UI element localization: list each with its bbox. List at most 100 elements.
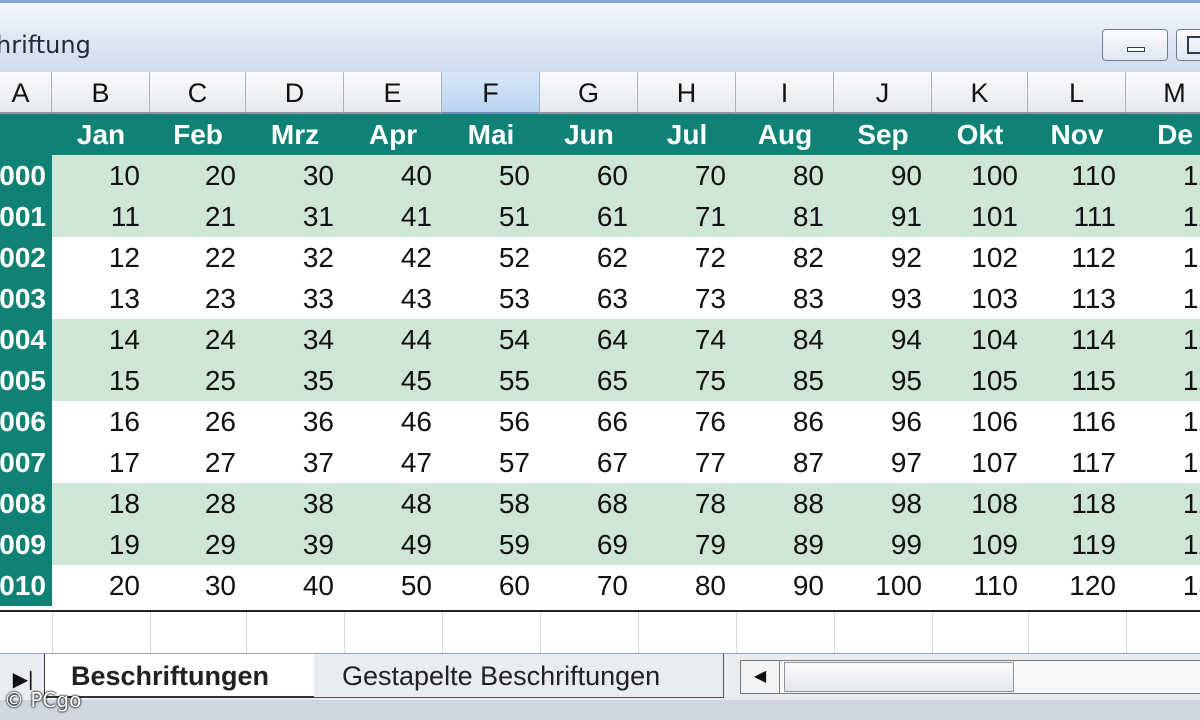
column-header-b[interactable]: B <box>52 72 150 114</box>
data-cell[interactable]: 19 <box>52 524 150 565</box>
data-cell[interactable]: 103 <box>932 278 1028 319</box>
data-cell[interactable]: 12 <box>1126 155 1200 196</box>
data-cell[interactable]: 23 <box>150 278 246 319</box>
data-cell[interactable]: 37 <box>246 442 344 483</box>
data-cell[interactable]: 16 <box>52 401 150 442</box>
data-cell[interactable]: 30 <box>150 565 246 606</box>
data-cell[interactable]: 24 <box>150 319 246 360</box>
data-cell[interactable]: 74 <box>638 319 736 360</box>
data-cell[interactable]: 13 <box>52 278 150 319</box>
data-cell[interactable]: 50 <box>344 565 442 606</box>
data-cell[interactable]: 80 <box>736 155 834 196</box>
data-cell[interactable]: 55 <box>442 360 540 401</box>
column-header-c[interactable]: C <box>150 72 246 114</box>
data-cell[interactable]: 113 <box>1028 278 1126 319</box>
empty-row[interactable] <box>0 612 1200 653</box>
data-cell[interactable]: 95 <box>834 360 932 401</box>
data-cell[interactable]: 13 <box>1126 565 1200 606</box>
data-cell[interactable]: 108 <box>932 483 1028 524</box>
column-header-a[interactable]: A <box>0 72 52 114</box>
month-header-cell[interactable]: Feb <box>150 114 246 155</box>
row-label-cell[interactable]: 010 <box>0 565 52 606</box>
row-label-cell[interactable]: 008 <box>0 483 52 524</box>
month-header-cell[interactable]: De <box>1126 114 1200 155</box>
data-cell[interactable]: 20 <box>150 155 246 196</box>
data-cell[interactable]: 29 <box>150 524 246 565</box>
data-cell[interactable]: 21 <box>150 196 246 237</box>
data-cell[interactable]: 90 <box>736 565 834 606</box>
column-header-d[interactable]: D <box>246 72 344 114</box>
data-cell[interactable]: 12 <box>1126 278 1200 319</box>
data-cell[interactable]: 100 <box>834 565 932 606</box>
scroll-left-arrow-icon[interactable]: ◀ <box>740 660 780 694</box>
data-cell[interactable]: 70 <box>540 565 638 606</box>
data-cell[interactable]: 115 <box>1028 360 1126 401</box>
data-cell[interactable]: 25 <box>150 360 246 401</box>
data-cell[interactable]: 84 <box>736 319 834 360</box>
data-cell[interactable]: 94 <box>834 319 932 360</box>
corner-cell[interactable] <box>0 114 52 155</box>
data-cell[interactable]: 109 <box>932 524 1028 565</box>
data-cell[interactable]: 33 <box>246 278 344 319</box>
data-cell[interactable]: 12 <box>1126 319 1200 360</box>
data-cell[interactable]: 34 <box>246 319 344 360</box>
column-header-l[interactable]: L <box>1028 72 1126 114</box>
data-cell[interactable]: 47 <box>344 442 442 483</box>
month-header-cell[interactable]: Nov <box>1028 114 1126 155</box>
month-header-cell[interactable]: Apr <box>344 114 442 155</box>
data-cell[interactable]: 54 <box>442 319 540 360</box>
data-cell[interactable]: 51 <box>442 196 540 237</box>
minimize-button[interactable] <box>1102 29 1168 61</box>
data-cell[interactable]: 46 <box>344 401 442 442</box>
month-header-cell[interactable]: Mai <box>442 114 540 155</box>
data-cell[interactable]: 48 <box>344 483 442 524</box>
data-cell[interactable]: 50 <box>442 155 540 196</box>
data-cell[interactable]: 111 <box>1028 196 1126 237</box>
data-cell[interactable]: 112 <box>1028 237 1126 278</box>
data-cell[interactable]: 89 <box>736 524 834 565</box>
data-cell[interactable]: 104 <box>932 319 1028 360</box>
data-cell[interactable]: 35 <box>246 360 344 401</box>
column-header-e[interactable]: E <box>344 72 442 114</box>
data-cell[interactable]: 120 <box>1028 565 1126 606</box>
data-cell[interactable]: 70 <box>638 155 736 196</box>
data-cell[interactable]: 26 <box>150 401 246 442</box>
data-cell[interactable]: 12 <box>1126 442 1200 483</box>
data-cell[interactable]: 39 <box>246 524 344 565</box>
data-cell[interactable]: 102 <box>932 237 1028 278</box>
data-cell[interactable]: 114 <box>1028 319 1126 360</box>
data-cell[interactable]: 14 <box>52 319 150 360</box>
data-cell[interactable]: 27 <box>150 442 246 483</box>
data-cell[interactable]: 96 <box>834 401 932 442</box>
data-cell[interactable]: 12 <box>52 237 150 278</box>
data-cell[interactable]: 77 <box>638 442 736 483</box>
row-label-cell[interactable]: 001 <box>0 196 52 237</box>
data-cell[interactable]: 56 <box>442 401 540 442</box>
data-cell[interactable]: 12 <box>1126 483 1200 524</box>
data-cell[interactable]: 118 <box>1028 483 1126 524</box>
data-cell[interactable]: 12 <box>1126 360 1200 401</box>
data-cell[interactable]: 88 <box>736 483 834 524</box>
data-cell[interactable]: 99 <box>834 524 932 565</box>
data-cell[interactable]: 66 <box>540 401 638 442</box>
row-label-cell[interactable]: 000 <box>0 155 52 196</box>
tab-gestapelte-beschriftungen[interactable]: Gestapelte Beschriftungen <box>314 654 724 698</box>
data-cell[interactable]: 78 <box>638 483 736 524</box>
data-cell[interactable]: 73 <box>638 278 736 319</box>
data-cell[interactable]: 82 <box>736 237 834 278</box>
row-label-cell[interactable]: 003 <box>0 278 52 319</box>
data-cell[interactable]: 12 <box>1126 237 1200 278</box>
data-cell[interactable]: 76 <box>638 401 736 442</box>
data-cell[interactable]: 81 <box>736 196 834 237</box>
month-header-cell[interactable]: Okt <box>932 114 1028 155</box>
month-header-cell[interactable]: Sep <box>834 114 932 155</box>
data-cell[interactable]: 17 <box>52 442 150 483</box>
data-cell[interactable]: 36 <box>246 401 344 442</box>
column-header-f[interactable]: F <box>442 72 540 114</box>
tab-scroll-last-icon[interactable]: ▶| <box>12 669 34 691</box>
column-header-h[interactable]: H <box>638 72 736 114</box>
data-cell[interactable]: 106 <box>932 401 1028 442</box>
data-cell[interactable]: 45 <box>344 360 442 401</box>
data-cell[interactable]: 119 <box>1028 524 1126 565</box>
data-cell[interactable]: 110 <box>932 565 1028 606</box>
